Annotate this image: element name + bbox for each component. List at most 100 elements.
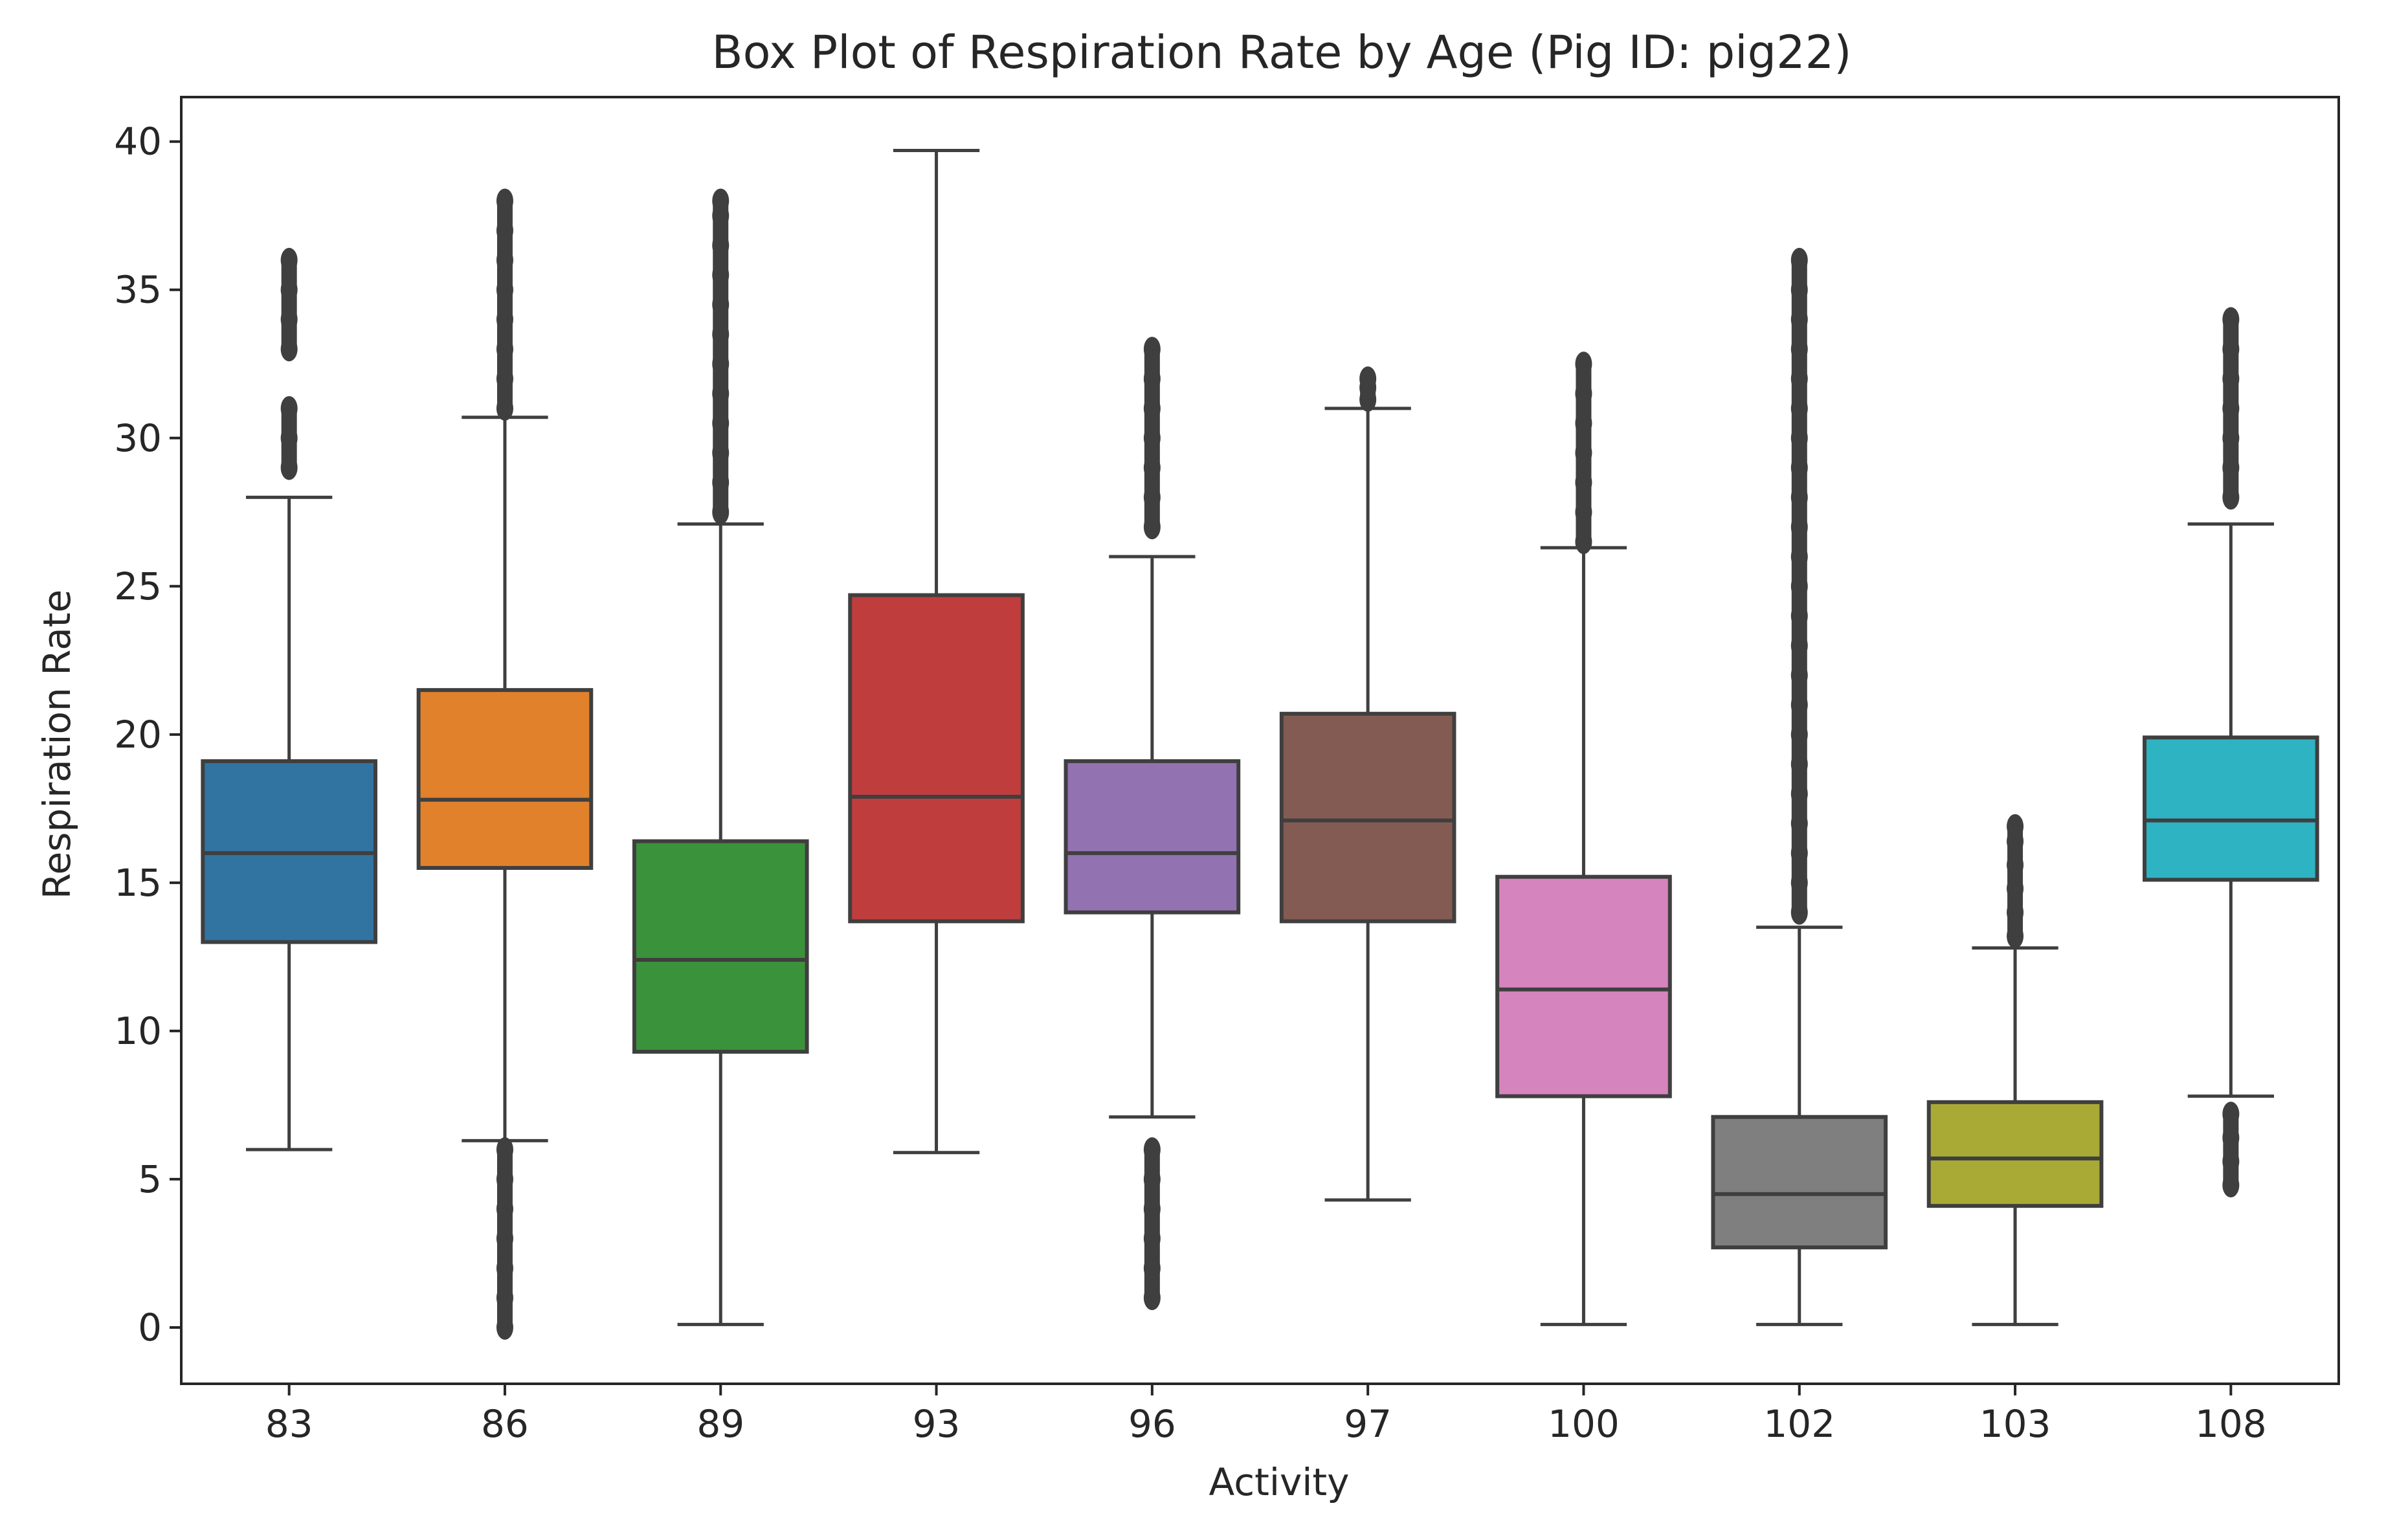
outlier-band — [2223, 379, 2239, 408]
outlier-band — [1576, 482, 1592, 513]
box-group-97 — [1279, 366, 1456, 1202]
outlier-band — [1144, 408, 1160, 438]
outlier-band — [1791, 497, 1807, 527]
iqr-box — [848, 593, 1025, 924]
outlier-band — [1791, 319, 1807, 350]
outlier-band — [1576, 364, 1592, 394]
outlier-band — [1144, 349, 1160, 379]
y-tick-label: 30 — [114, 416, 162, 460]
outlier-band — [1144, 438, 1160, 468]
x-tick-label: 93 — [913, 1402, 961, 1446]
outlier-band — [2223, 408, 2239, 438]
outlier-band — [1791, 645, 1807, 676]
outlier-band — [1144, 1238, 1160, 1269]
x-tick-label: 100 — [1548, 1402, 1620, 1446]
y-tick-label: 15 — [114, 861, 162, 905]
outlier-band — [2007, 841, 2023, 865]
outlier-band — [1144, 1179, 1160, 1209]
x-tick-label: 83 — [265, 1402, 313, 1446]
outlier-band — [281, 319, 297, 350]
outlier-band — [1791, 705, 1807, 735]
outlier-band — [2223, 349, 2239, 379]
outlier-band — [1791, 467, 1807, 498]
y-tick-label: 35 — [114, 268, 162, 312]
outlier-band — [713, 245, 729, 275]
box-group-86 — [416, 188, 594, 1340]
outlier-band — [281, 260, 297, 290]
outlier-band — [713, 216, 729, 246]
outlier-band — [1791, 616, 1807, 646]
outlier-band — [496, 260, 513, 290]
outlier-band — [1576, 452, 1592, 483]
iqr-box — [632, 839, 809, 1054]
x-tick-label: 89 — [697, 1402, 744, 1446]
outlier-band — [713, 423, 729, 453]
outlier-band — [1791, 882, 1807, 913]
x-axis-label: Activity — [1209, 1460, 1350, 1504]
box-group-93 — [848, 148, 1025, 1155]
outlier-band — [496, 319, 513, 350]
chart-title: Box Plot of Respiration Rate by Age (Pig… — [712, 26, 1852, 79]
iqr-box — [1711, 1115, 1888, 1250]
outlier-band — [1791, 408, 1807, 438]
outlier-band — [713, 274, 729, 305]
outlier-band — [1791, 349, 1807, 379]
iqr-box — [1279, 711, 1456, 924]
outlier-band — [1360, 379, 1376, 388]
outlier-band — [496, 1298, 513, 1327]
outlier-band — [496, 201, 513, 231]
y-tick-label: 20 — [114, 713, 162, 757]
outlier-band — [713, 304, 729, 335]
outlier-band — [496, 349, 513, 379]
outlier-band — [1791, 260, 1807, 290]
outlier-band — [1791, 823, 1807, 854]
box-group-102 — [1711, 247, 1888, 1326]
box-group-96 — [1064, 337, 1241, 1311]
outlier-band — [1576, 512, 1592, 542]
outlier-band — [496, 1238, 513, 1269]
outlier-band — [1791, 586, 1807, 616]
outlier-band — [2223, 1114, 2239, 1138]
outlier-band — [2223, 1137, 2239, 1162]
x-tick-label: 102 — [1763, 1402, 1835, 1446]
outlier-band — [1791, 379, 1807, 408]
iqr-box — [1064, 759, 1241, 915]
x-tick-label: 97 — [1344, 1402, 1392, 1446]
outlier-band — [1144, 379, 1160, 408]
outlier-band — [2223, 319, 2239, 350]
box-group-103 — [1926, 814, 2104, 1326]
box-group-108 — [2143, 307, 2319, 1198]
outlier-band — [496, 1179, 513, 1209]
box-group-83 — [201, 247, 377, 1151]
outlier-band — [713, 334, 729, 364]
outlier-band — [496, 289, 513, 320]
outlier-band — [1144, 1149, 1160, 1179]
y-tick-label: 5 — [138, 1157, 162, 1201]
outlier-band — [1144, 497, 1160, 527]
outlier-band — [1791, 764, 1807, 794]
outlier-band — [496, 1268, 513, 1298]
x-tick-label: 103 — [1979, 1402, 2051, 1446]
outlier-band — [1791, 853, 1807, 883]
outlier-band — [1576, 423, 1592, 453]
iqr-box — [416, 688, 594, 870]
x-tick-label: 108 — [2195, 1402, 2267, 1446]
x-tick-label: 96 — [1128, 1402, 1176, 1446]
outlier-band — [1791, 557, 1807, 586]
iqr-box — [1926, 1100, 2104, 1208]
y-tick-label: 10 — [114, 1009, 162, 1053]
outlier-band — [1791, 527, 1807, 557]
outlier-band — [2223, 438, 2239, 468]
x-tick-label: 86 — [481, 1402, 529, 1446]
iqr-box — [2143, 735, 2319, 882]
outlier-band — [2007, 912, 2023, 937]
outlier-band — [281, 438, 297, 468]
outlier-band — [1791, 734, 1807, 764]
outlier-band — [1144, 467, 1160, 498]
y-axis-label: Respiration Rate — [35, 590, 79, 899]
outlier-band — [713, 452, 729, 483]
outlier-band — [2007, 889, 2023, 913]
iqr-box — [1495, 874, 1672, 1098]
outlier-band — [2007, 826, 2023, 841]
outlier-band — [1360, 387, 1376, 400]
